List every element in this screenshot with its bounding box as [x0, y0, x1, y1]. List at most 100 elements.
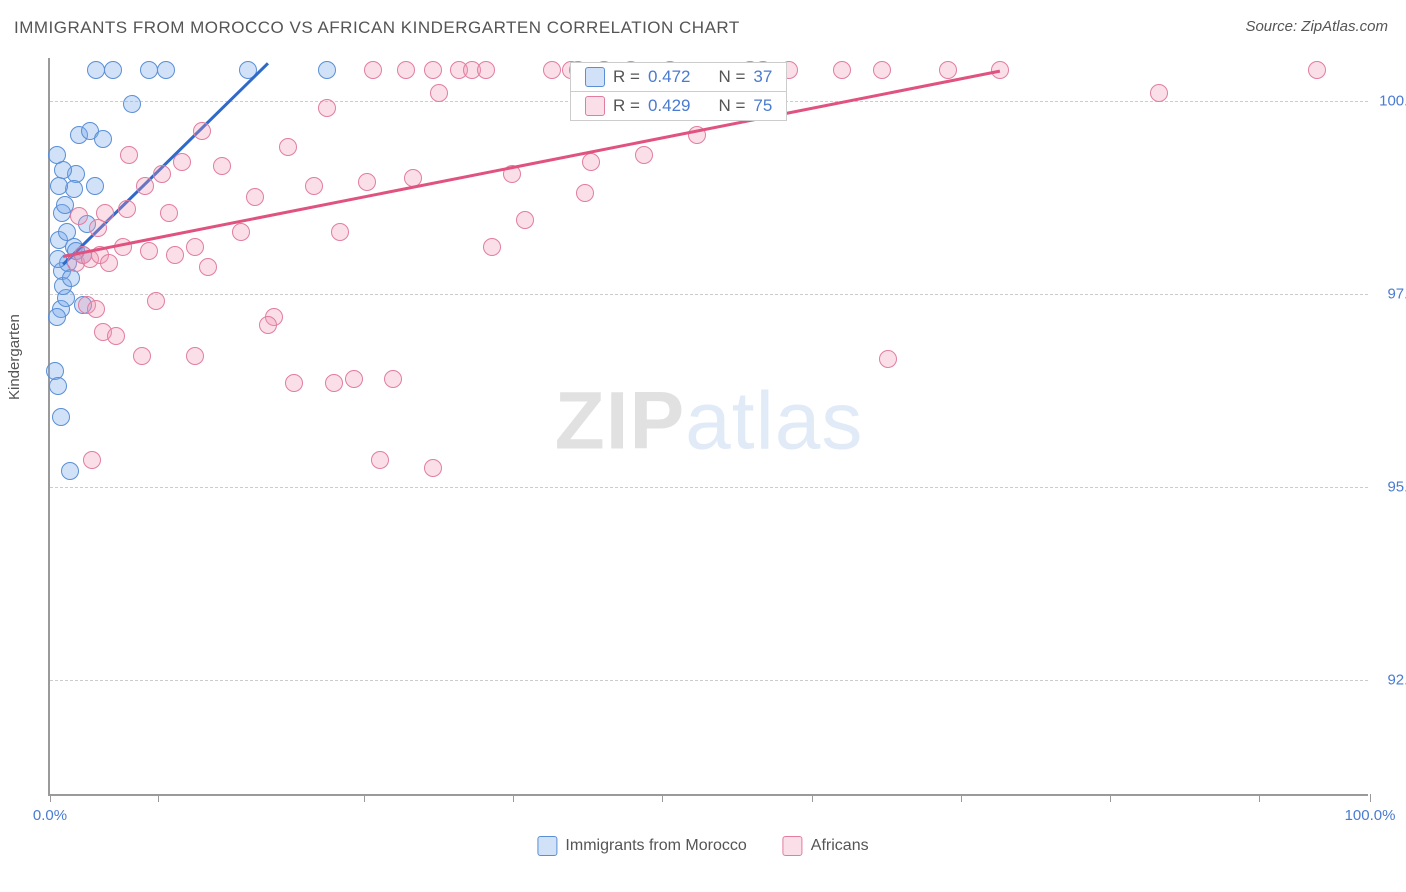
bottom-legend: Immigrants from Morocco Africans: [537, 836, 868, 856]
data-point-africans: [186, 347, 204, 365]
data-point-africans: [424, 459, 442, 477]
data-point-africans: [364, 61, 382, 79]
legend-label-africans: Africans: [811, 837, 869, 854]
legend-label-morocco: Immigrants from Morocco: [565, 837, 746, 854]
data-point-africans: [430, 84, 448, 102]
data-point-africans: [173, 153, 191, 171]
data-point-africans: [279, 138, 297, 156]
trend-line-africans: [63, 70, 1001, 258]
data-point-morocco: [52, 408, 70, 426]
data-point-africans: [133, 347, 151, 365]
data-point-africans: [477, 61, 495, 79]
data-point-morocco: [49, 250, 67, 268]
data-point-africans: [371, 451, 389, 469]
data-point-morocco: [94, 130, 112, 148]
data-point-morocco: [58, 223, 76, 241]
data-point-africans: [516, 211, 534, 229]
data-point-africans: [120, 146, 138, 164]
correlation-legend: R = 0.472 N = 37 R = 0.429N = 75: [570, 62, 787, 121]
data-point-africans: [873, 61, 891, 79]
data-point-africans: [939, 61, 957, 79]
legend-item-morocco: Immigrants from Morocco: [537, 836, 746, 856]
x-tick: [1370, 794, 1371, 802]
data-point-morocco: [104, 61, 122, 79]
stat-n-label: N =: [718, 96, 745, 116]
gridline: [50, 487, 1368, 488]
legend-swatch-morocco: [585, 67, 605, 87]
data-point-africans: [213, 157, 231, 175]
data-point-africans: [153, 165, 171, 183]
data-point-africans: [107, 327, 125, 345]
data-point-africans: [345, 370, 363, 388]
data-point-morocco: [48, 146, 66, 164]
x-tick: [158, 794, 159, 802]
data-point-africans: [384, 370, 402, 388]
chart-title: IMMIGRANTS FROM MOROCCO VS AFRICAN KINDE…: [14, 18, 740, 38]
data-point-africans: [1150, 84, 1168, 102]
source-label: Source: ZipAtlas.com: [1245, 18, 1388, 35]
correlation-row-africans: R = 0.429N = 75: [571, 91, 786, 120]
data-point-africans: [70, 207, 88, 225]
x-tick: [50, 794, 51, 802]
data-point-morocco: [62, 269, 80, 287]
data-point-africans: [259, 316, 277, 334]
data-point-africans: [635, 146, 653, 164]
data-point-africans: [147, 292, 165, 310]
data-point-africans: [483, 238, 501, 256]
x-tick: [1259, 794, 1260, 802]
data-point-africans: [358, 173, 376, 191]
stat-r-label: R =: [613, 67, 640, 87]
data-point-africans: [305, 177, 323, 195]
data-point-africans: [100, 254, 118, 272]
legend-swatch-africans: [585, 96, 605, 116]
legend-item-africans: Africans: [783, 836, 869, 856]
scatter-plot-area: ZIPatlas 92.5%95.0%97.5%100.0%0.0%100.0%…: [48, 58, 1368, 796]
x-tick: [364, 794, 365, 802]
data-point-africans: [87, 300, 105, 318]
data-point-africans: [160, 204, 178, 222]
data-point-africans: [193, 122, 211, 140]
data-point-africans: [246, 188, 264, 206]
stat-r-label: R =: [613, 96, 640, 116]
watermark: ZIPatlas: [555, 374, 864, 468]
x-tick: [961, 794, 962, 802]
data-point-africans: [424, 61, 442, 79]
watermark-atlas: atlas: [685, 375, 863, 466]
y-tick-label: 100.0%: [1379, 92, 1406, 109]
x-tick-label: 100.0%: [1345, 807, 1396, 824]
data-point-africans: [543, 61, 561, 79]
data-point-morocco: [86, 177, 104, 195]
data-point-africans: [325, 374, 343, 392]
correlation-row-morocco: R = 0.472 N = 37: [571, 63, 786, 91]
data-point-africans: [136, 177, 154, 195]
data-point-morocco: [123, 95, 141, 113]
data-point-morocco: [49, 377, 67, 395]
stat-n-label: N =: [718, 67, 745, 87]
data-point-africans: [833, 61, 851, 79]
data-point-morocco: [48, 308, 66, 326]
stat-n-value-morocco: 37: [753, 67, 772, 87]
stat-n-value-africans: 75: [753, 96, 772, 116]
x-tick: [662, 794, 663, 802]
data-point-africans: [118, 200, 136, 218]
data-point-morocco: [157, 61, 175, 79]
y-tick-label: 95.0%: [1387, 478, 1406, 495]
legend-swatch-africans: [783, 836, 803, 856]
data-point-africans: [186, 238, 204, 256]
y-tick-label: 92.5%: [1387, 672, 1406, 689]
data-point-morocco: [318, 61, 336, 79]
data-point-africans: [140, 242, 158, 260]
x-tick: [812, 794, 813, 802]
data-point-morocco: [87, 61, 105, 79]
data-point-africans: [331, 223, 349, 241]
data-point-africans: [166, 246, 184, 264]
stat-r-value-morocco: 0.472: [648, 67, 691, 87]
y-tick-label: 97.5%: [1387, 285, 1406, 302]
y-axis-label: Kindergarten: [6, 314, 23, 400]
data-point-africans: [879, 350, 897, 368]
data-point-africans: [232, 223, 250, 241]
data-point-africans: [1308, 61, 1326, 79]
gridline: [50, 294, 1368, 295]
data-point-africans: [397, 61, 415, 79]
data-point-morocco: [140, 61, 158, 79]
